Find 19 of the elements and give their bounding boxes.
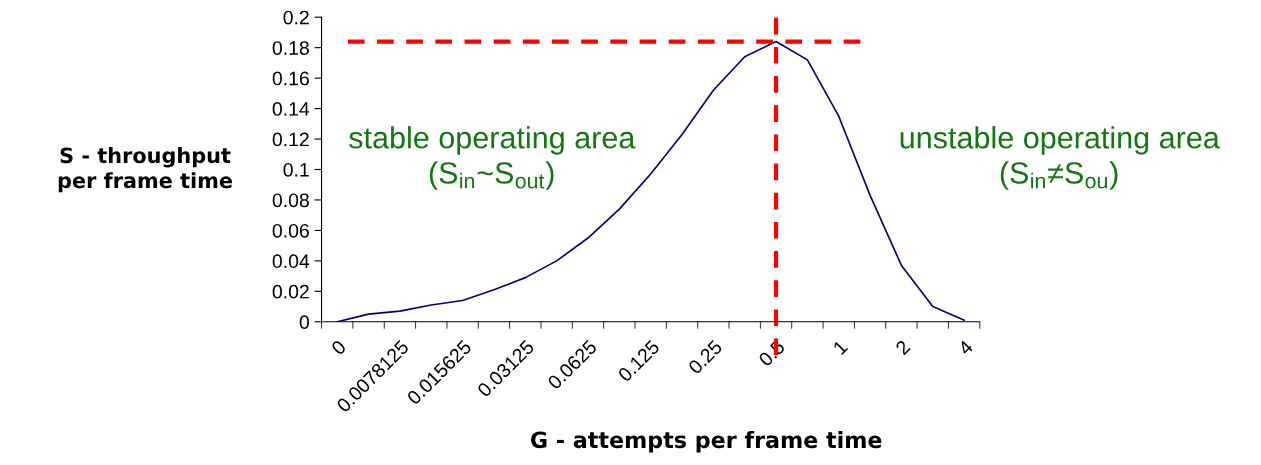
- y-tick-label: 0.02: [272, 284, 309, 299]
- y-tick-label: 0.12: [272, 132, 309, 147]
- annotation: stable operating area (S$_{in}$~S$_{out}$): [349, 126, 636, 190]
- y-tick-label: 0.1: [283, 162, 309, 177]
- y-tick-label: 0.16: [272, 71, 309, 86]
- y-tick-label: 0.04: [272, 254, 310, 269]
- x-tick-label: 1: [832, 339, 849, 356]
- y-tick-label: 0: [299, 315, 309, 330]
- y-axis-title: S - throughput per frame time: [58, 147, 232, 193]
- y-tick-label: 0.06: [272, 223, 309, 238]
- x-tick-label: 2: [894, 339, 911, 356]
- x-tick-label: 4: [957, 339, 974, 356]
- y-tick-label: 0.08: [272, 193, 309, 208]
- annotation: unstable operating area (S$_{in}$≠S$_{ou}$): [900, 126, 1220, 190]
- x-axis-title: G - attempts per frame time: [530, 431, 882, 453]
- y-tick-label: 0.2: [283, 10, 309, 25]
- x-tick-label: 0.25: [687, 339, 723, 375]
- y-tick-label: 0.18: [272, 41, 309, 55]
- y-tick-label: 0.14: [272, 102, 310, 116]
